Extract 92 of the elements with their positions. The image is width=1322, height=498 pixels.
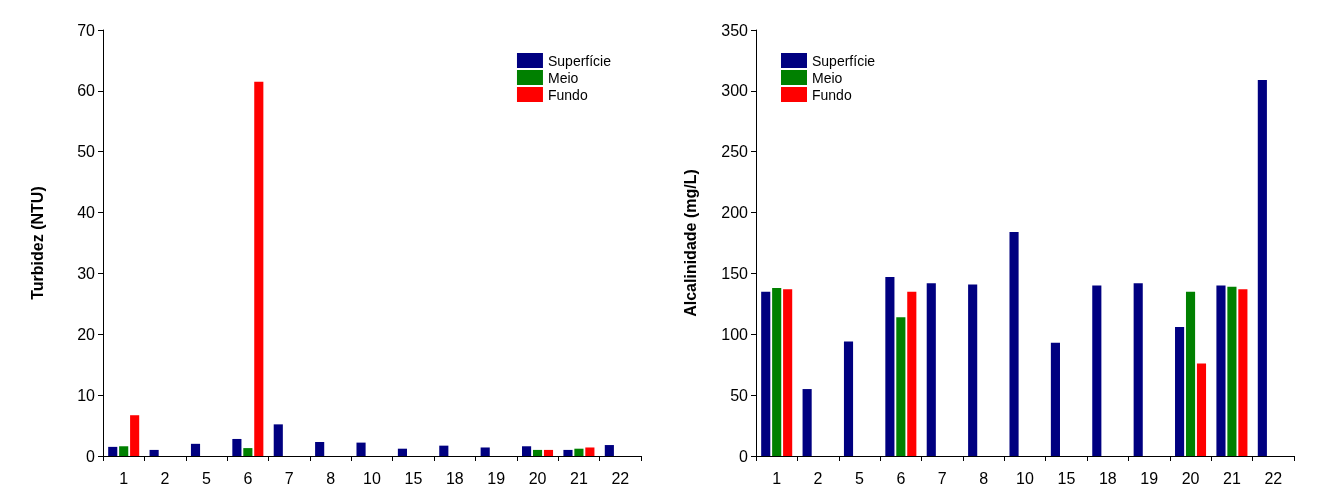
bar — [439, 445, 449, 456]
x-tick-label: 10 — [363, 469, 381, 487]
legend-label: Superfície — [812, 52, 876, 69]
bar — [926, 283, 936, 456]
bar — [574, 448, 584, 456]
y-tick-label: 300 — [721, 82, 749, 100]
bar — [968, 284, 978, 456]
y-tick-label: 60 — [77, 82, 96, 100]
x-tick-label: 21 — [570, 469, 588, 487]
bar — [585, 447, 595, 456]
y-tick-label: 30 — [77, 264, 96, 282]
bar — [190, 443, 201, 456]
bar — [604, 445, 614, 456]
bar — [1257, 79, 1267, 456]
bar — [1175, 326, 1185, 456]
y-tick-label: 0 — [739, 447, 749, 465]
bar — [480, 447, 490, 456]
legend-label: Fundo — [547, 86, 588, 103]
y-tick-label: 70 — [77, 21, 96, 39]
x-tick-label: 20 — [528, 469, 547, 487]
x-tick-label: 19 — [1140, 469, 1159, 487]
x-tick-label: 7 — [937, 469, 947, 487]
bar — [543, 449, 554, 456]
bar — [356, 442, 366, 456]
x-tick-label: 1 — [119, 469, 129, 487]
x-tick-label: 2 — [160, 469, 170, 487]
bar — [149, 449, 159, 456]
x-tick-label: 21 — [1223, 469, 1241, 487]
bar — [896, 317, 906, 456]
x-tick-label: 18 — [1098, 469, 1117, 487]
bar — [532, 449, 543, 456]
bar — [1196, 363, 1207, 456]
bar — [1092, 285, 1102, 456]
bar — [1133, 283, 1143, 456]
x-tick-label: 19 — [487, 469, 506, 487]
x-tick-label: 8 — [326, 469, 336, 487]
y-tick-label: 350 — [721, 21, 749, 39]
bar — [885, 277, 895, 456]
y-tick-label: 50 — [730, 386, 749, 404]
bar — [563, 449, 573, 456]
y-tick-label: 10 — [77, 386, 96, 404]
bar — [232, 438, 242, 456]
bar — [1227, 286, 1237, 456]
bar — [1050, 342, 1060, 456]
bar — [108, 446, 118, 456]
x-tick-label: 22 — [1264, 469, 1283, 487]
y-tick-label: 250 — [721, 143, 749, 161]
bar — [907, 291, 917, 456]
y-tick-label: 200 — [721, 204, 749, 222]
y-tick-label: 20 — [77, 325, 96, 343]
x-tick-label: 1 — [772, 469, 782, 487]
bar — [243, 448, 253, 456]
x-tick-label: 10 — [1016, 469, 1034, 487]
x-tick-label: 5 — [202, 469, 212, 487]
bar — [1185, 291, 1196, 456]
bar — [802, 389, 812, 456]
legend-label: Meio — [547, 69, 579, 86]
bar — [254, 81, 264, 456]
bar — [772, 288, 782, 456]
x-tick-label: 8 — [979, 469, 989, 487]
x-tick-label: 2 — [813, 469, 823, 487]
bar — [522, 446, 532, 456]
y-tick-label: 150 — [721, 264, 749, 282]
x-tick-label: 15 — [1057, 469, 1076, 487]
bar — [315, 442, 325, 456]
bar — [1009, 232, 1019, 456]
y-axis-title: Alcalinidade (mg/L) — [681, 169, 699, 317]
x-tick-label: 22 — [611, 469, 630, 487]
x-tick-label: 6 — [243, 469, 253, 487]
x-tick-label: 6 — [896, 469, 906, 487]
x-tick-label: 7 — [284, 469, 294, 487]
y-tick-label: 50 — [77, 143, 96, 161]
bar — [273, 424, 283, 456]
y-axis-title: Turbidez (NTU) — [28, 186, 46, 300]
bar — [130, 415, 140, 456]
legend-label: Meio — [812, 69, 843, 86]
y-tick-label: 100 — [721, 325, 749, 343]
bar — [761, 291, 771, 456]
x-tick-label: 18 — [445, 469, 464, 487]
legend-label: Fundo — [812, 86, 852, 103]
legend-label: Superfície — [547, 52, 612, 69]
bar — [397, 448, 407, 456]
y-tick-label: 0 — [86, 447, 96, 465]
bar — [119, 446, 129, 456]
bar — [1216, 285, 1226, 456]
x-tick-label: 5 — [855, 469, 865, 487]
bar — [1238, 289, 1248, 456]
y-tick-label: 40 — [77, 204, 96, 222]
bar — [843, 341, 854, 456]
x-tick-label: 20 — [1181, 469, 1200, 487]
x-tick-label: 15 — [404, 469, 423, 487]
bar — [783, 289, 793, 456]
